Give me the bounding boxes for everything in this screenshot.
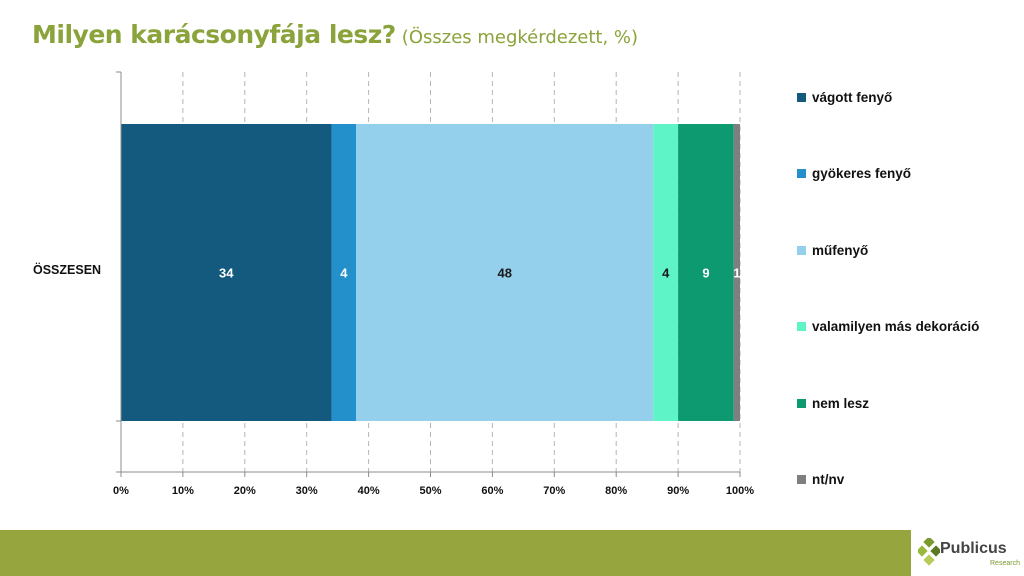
logo-text: Publicus [940,540,1007,557]
data-label: 4 [340,266,348,281]
bar-segment [678,124,734,421]
data-label: 34 [219,266,234,281]
legend-item: nt/nv [797,472,844,487]
legend-item: gyökeres fenyő [797,166,911,181]
legend-item: nem lesz [797,396,869,411]
x-tick-label: 40% [358,485,380,497]
bar-segment [121,124,332,421]
logo-subtext: Research [990,560,1020,567]
bar-segment [733,124,740,421]
data-label: 9 [702,266,709,281]
x-tick-label: 70% [543,485,565,497]
footer-band [0,530,911,576]
x-tick-label: 0% [113,485,129,497]
publicus-logo: Publicus Research [918,536,1024,576]
legend-label: vágott fenyő [812,90,893,105]
x-tick-label: 60% [481,485,503,497]
legend-label: gyökeres fenyő [812,166,912,181]
legend-label: nem lesz [812,396,870,411]
data-label: 48 [498,266,512,281]
logo-diamond-icon [918,538,940,566]
chart-legend: vágott fenyő gyökeres fenyő műfenyő valamil… [797,0,1024,576]
legend-item: valamilyen más dekoráció [797,319,979,334]
legend-item: vágott fenyő [797,90,892,105]
chart-title-subtitle: (Összes megkérdezett, %) [401,27,639,48]
legend-swatch [797,399,806,408]
legend-item: műfenyő [797,243,868,258]
x-tick-label: 30% [296,485,318,497]
legend-label: nt/nv [812,472,845,487]
category-label: ÖSSZESEN [33,262,101,277]
chart-title-main: Milyen karácsonyfája lesz? [32,20,396,49]
bar-segment [653,124,679,421]
x-tick-label: 10% [172,485,194,497]
legend-swatch [797,93,806,102]
chart-title: Milyen karácsonyfája lesz? (Összes megkér… [32,20,638,49]
bar-segment [356,124,654,421]
bar-segment [331,124,357,421]
x-tick-label: 80% [605,485,627,497]
data-label: 1 [733,266,740,281]
legend-swatch [797,322,806,331]
legend-label: valamilyen más dekoráció [812,319,980,334]
legend-swatch [797,246,806,255]
legend-swatch [797,475,806,484]
x-tick-label: 50% [419,485,441,497]
x-tick-label: 90% [667,485,689,497]
legend-swatch [797,169,806,178]
legend-label: műfenyő [812,243,869,258]
x-tick-label: 20% [234,485,256,497]
x-tick-label: 100% [726,485,754,497]
data-label: 4 [662,266,670,281]
stacked-bar-chart: 34 4 48 4 9 10% 10% 20% 30% 40% 50% 60% 70% 80% 90% 100… [33,71,754,497]
